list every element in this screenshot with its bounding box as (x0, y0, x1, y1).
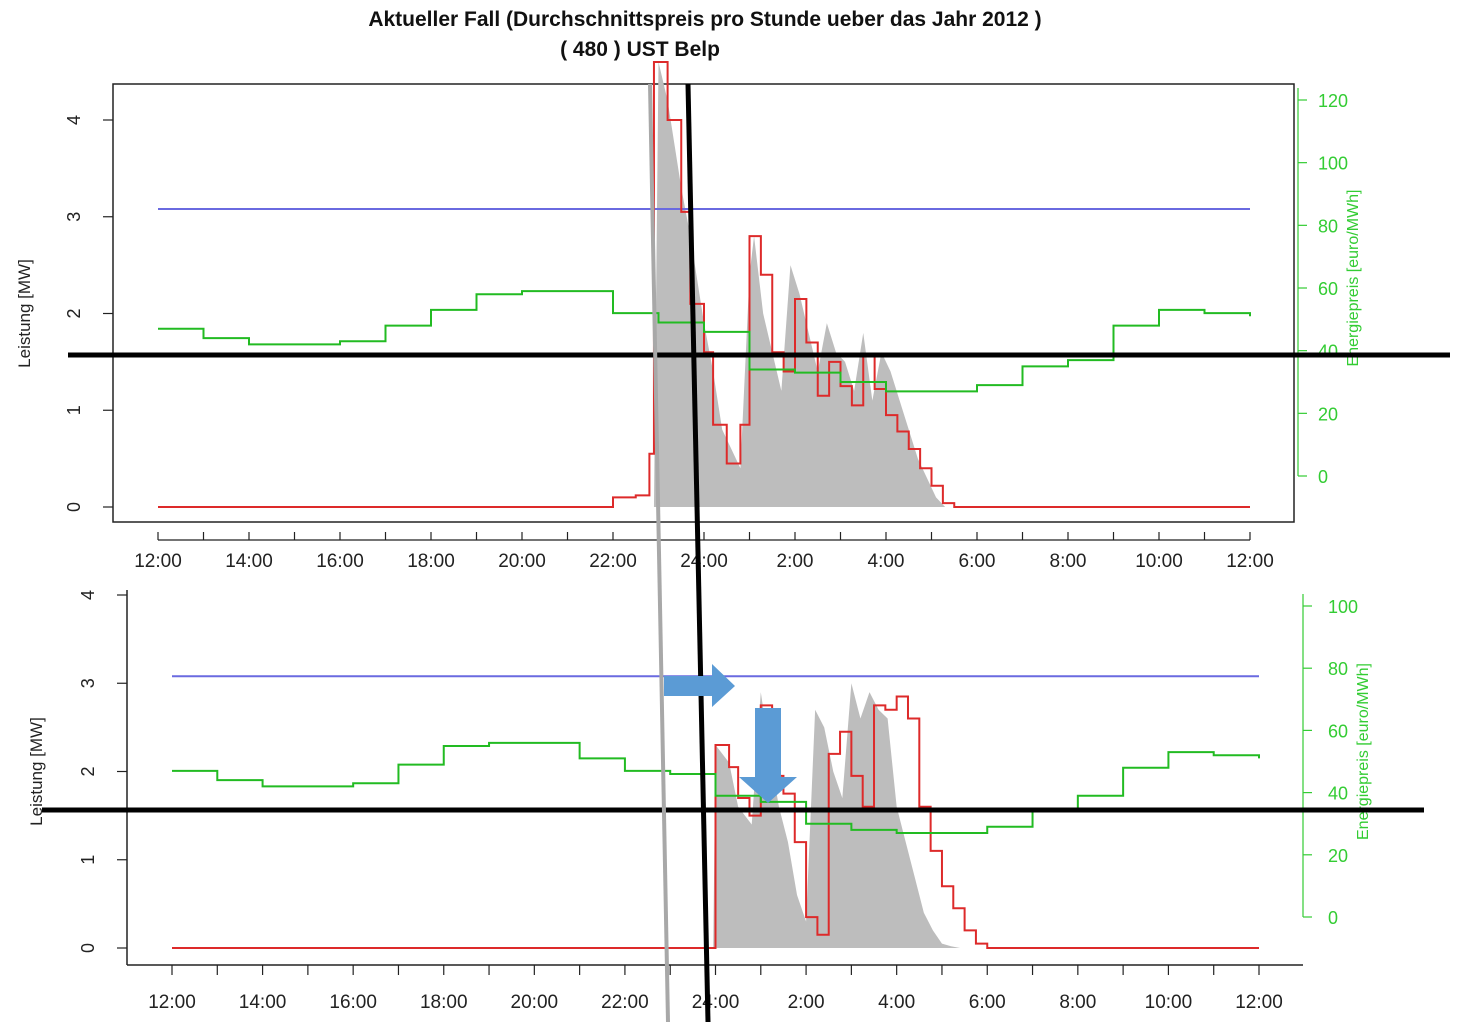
price-tick-label: 20 (1328, 846, 1348, 866)
price-tick-label: 60 (1318, 279, 1338, 299)
vertical-marker-line (648, 83, 670, 1022)
price-tick-label: 80 (1318, 216, 1338, 236)
lower-panel: 12:00 14:00 16:00 18:00 20:00 22:00 24:00 2:00 4… (27, 590, 1372, 1013)
x-tick-label: 2:00 (788, 992, 825, 1013)
price-axis-label: Energiepreis [euro/MWh] (1345, 190, 1362, 367)
power-area (653, 61, 950, 507)
y-tick-label: 0 (64, 502, 84, 512)
x-tick-label: 10:00 (1145, 992, 1193, 1013)
y-tick-label: 4 (78, 590, 98, 600)
arrow-down-icon (739, 708, 797, 803)
x-tick-label: 14:00 (225, 551, 273, 572)
price-tick-label: 100 (1318, 154, 1348, 174)
y-tick-label: 0 (78, 943, 98, 953)
upper-panel: 12:00 14:00 16:00 18:00 20:00 22:00 24:00 2:00 4… (15, 60, 1362, 572)
power-step-line (172, 695, 1259, 949)
y-tick-label: 3 (64, 212, 84, 222)
x-tick-label: 4:00 (868, 551, 905, 572)
x-tick-label: 12:00 (134, 551, 182, 572)
price-tick-label: 40 (1318, 342, 1338, 362)
arrow-right-icon (664, 664, 735, 707)
chart-title: Aktueller Fall (Durchschnittspreis pro S… (368, 8, 1041, 31)
x-tick-label: 24:00 (692, 992, 740, 1013)
price-tick-label: 100 (1328, 597, 1358, 617)
x-tick-label: 4:00 (878, 992, 915, 1013)
price-tick-label: 0 (1318, 467, 1328, 487)
power-area (713, 683, 990, 948)
y-tick-label: 3 (78, 678, 98, 688)
price-tick-label: 120 (1318, 91, 1348, 111)
y-tick-label: 1 (78, 855, 98, 865)
x-tick-label: 18:00 (407, 551, 455, 572)
y-tick-label: 4 (64, 115, 84, 125)
price-tick-label: 80 (1328, 659, 1348, 679)
x-tick-label: 12:00 (1235, 992, 1283, 1013)
chart-subtitle: ( 480 ) UST Belp (560, 38, 720, 61)
y-tick-label: 2 (78, 766, 98, 776)
price-tick-label: 0 (1328, 908, 1338, 928)
x-tick-label: 12:00 (1226, 551, 1274, 572)
x-tick-label: 20:00 (498, 551, 546, 572)
x-tick-label: 6:00 (959, 551, 996, 572)
price-tick-label: 40 (1328, 784, 1348, 804)
x-tick-label: 2:00 (777, 551, 814, 572)
plot-frame (112, 83, 1295, 523)
overlay-annotations (42, 83, 1450, 1022)
y-axis-label: Leistung [MW] (27, 717, 46, 826)
x-tick-label: 6:00 (969, 992, 1006, 1013)
x-tick-label: 8:00 (1050, 551, 1087, 572)
y-tick-label: 2 (64, 308, 84, 318)
x-tick-label: 10:00 (1135, 551, 1183, 572)
x-tick-label: 12:00 (148, 992, 196, 1013)
x-tick-label: 22:00 (589, 551, 637, 572)
x-tick-label: 20:00 (511, 992, 559, 1013)
x-tick-label: 24:00 (680, 551, 728, 572)
vertical-marker-line (685, 83, 711, 1022)
y-tick-label: 1 (64, 405, 84, 415)
x-tick-label: 8:00 (1059, 992, 1096, 1013)
price-tick-label: 20 (1318, 404, 1338, 424)
price-step-line (158, 290, 1251, 393)
price-axis-label: Energiepreis [euro/MWh] (1355, 663, 1372, 840)
x-tick-label: 22:00 (601, 992, 649, 1013)
price-step-line (172, 741, 1260, 835)
x-tick-label: 14:00 (239, 992, 287, 1013)
power-step-line (158, 60, 1250, 508)
x-tick-label: 16:00 (329, 992, 377, 1013)
x-tick-label: 18:00 (420, 992, 468, 1013)
x-tick-label: 16:00 (316, 551, 364, 572)
y-axis-label: Leistung [MW] (15, 259, 34, 368)
price-tick-label: 60 (1328, 721, 1348, 741)
